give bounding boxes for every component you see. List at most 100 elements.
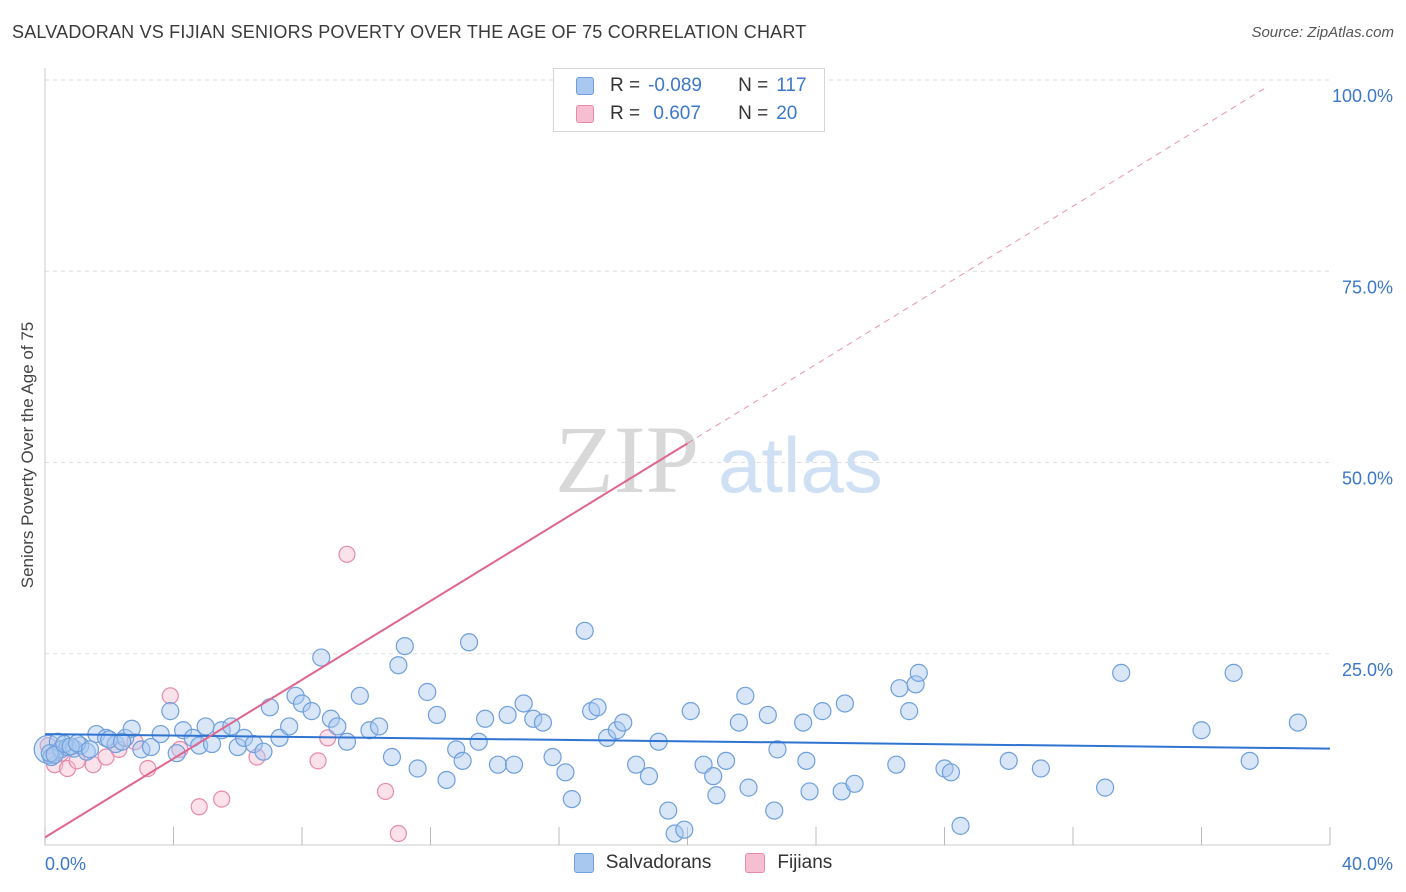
legend-r-label: R = <box>610 75 641 96</box>
salvadoran-point <box>469 732 488 751</box>
salvadoran-point <box>408 759 427 778</box>
salvadoran-point <box>302 702 321 721</box>
salvadoran-point <box>196 717 215 736</box>
salvadoran-point <box>794 713 813 732</box>
salvadoran-point <box>292 694 312 713</box>
fijian-point <box>213 790 231 808</box>
chart-title: SALVADORAN VS FIJIAN SENIORS POVERTY OVE… <box>12 22 807 42</box>
salvadoran-point <box>575 621 594 640</box>
salvadoran-point <box>533 713 553 732</box>
salvadoran-point <box>370 717 389 736</box>
salvadoran-point <box>1224 663 1243 682</box>
fijian-point <box>190 798 208 816</box>
y-tick-label: 100.0% <box>1332 86 1393 106</box>
salvadoran-point <box>1288 713 1307 732</box>
salvadoran-point <box>504 755 524 774</box>
salvadoran-point <box>80 740 100 759</box>
salvadoran-point <box>161 702 180 721</box>
legend-swatch-salvadorans <box>576 77 594 95</box>
salvadoran-point <box>427 705 447 725</box>
legend-row-fijians: R = 0.607 N = 20 <box>576 100 797 128</box>
salvadoran-point <box>800 782 819 801</box>
x-tick-label-max: 40.0% <box>1342 854 1393 874</box>
salvadoran-point <box>729 713 749 732</box>
salvadoran-point <box>418 682 437 702</box>
axes <box>44 68 1331 846</box>
bottom-legend-swatch-salvadorans <box>573 853 594 873</box>
trend-lines <box>44 87 1331 839</box>
salvadoran-point <box>382 747 402 767</box>
y-tick-label: 25.0% <box>1342 660 1393 680</box>
legend-r-value: 0.607 <box>648 103 701 124</box>
fijian-point <box>389 824 407 843</box>
salvadoran-point <box>845 774 864 793</box>
salvadoran-point <box>598 728 617 748</box>
salvadoran-point <box>174 721 193 740</box>
legend-r-value: -0.089 <box>648 75 702 96</box>
salvadoran-points <box>33 621 1307 843</box>
salvadoran-point <box>524 709 543 728</box>
salvadoran-point <box>716 751 736 770</box>
salvadoran-point <box>337 732 357 751</box>
salvadoran-point <box>588 698 607 717</box>
grid-lines <box>45 79 1330 655</box>
fijian-trend-extension <box>687 87 1267 444</box>
legend-n-label: N = <box>738 75 769 96</box>
salvadoran-point <box>498 705 517 725</box>
salvadoran-point <box>887 755 906 774</box>
salvadoran-point <box>704 767 723 786</box>
legend-swatch-fijians <box>576 105 594 123</box>
salvadoran-point <box>999 751 1018 770</box>
salvadoran-point <box>543 747 562 767</box>
salvadoran-point <box>437 770 456 790</box>
salvadoran-point <box>350 686 369 705</box>
salvadoran-point <box>675 820 694 839</box>
y-tick-label: 75.0% <box>1342 277 1393 297</box>
tick-labels: 100.0% 75.0% 50.0% 25.0% 0.0% 40.0% <box>45 86 1393 874</box>
salvadoran-point <box>141 737 161 757</box>
salvadoran-point <box>900 702 919 721</box>
fijian-trend-line <box>44 442 689 839</box>
salvadoran-point <box>1112 663 1131 682</box>
salvadoran-point <box>835 694 855 713</box>
salvadoran-point <box>813 702 832 721</box>
salvadoran-point <box>665 824 684 843</box>
salvadoran-point <box>707 786 726 805</box>
fijian-point <box>376 782 395 801</box>
fijian-point <box>97 748 115 766</box>
salvadoran-point <box>626 755 646 774</box>
watermark-zip: ZIP <box>555 406 699 513</box>
salvadoran-point <box>122 719 141 738</box>
salvadoran-point <box>167 744 186 763</box>
legend-n-value: 20 <box>776 103 798 124</box>
salvadoran-point <box>556 763 575 782</box>
bottom-legend: Salvadorans Fijians <box>0 852 1406 874</box>
salvadoran-point <box>151 724 170 744</box>
salvadoran-point <box>797 751 816 770</box>
watermark-atlas: atlas <box>718 421 883 509</box>
salvadoran-trend-line <box>44 733 1331 750</box>
salvadoran-point <box>659 801 678 820</box>
salvadoran-point <box>681 702 700 721</box>
salvadoran-point <box>360 721 379 740</box>
salvadoran-point <box>260 698 279 717</box>
source-label: Source: ZipAtlas.com <box>1251 24 1394 41</box>
salvadoran-point <box>909 663 928 682</box>
bottom-legend-fijians: Fijians <box>745 852 832 874</box>
salvadoran-point <box>328 717 347 736</box>
salvadoran-point <box>453 751 472 770</box>
salvadoran-point <box>395 636 414 656</box>
salvadoran-point <box>890 679 909 698</box>
legend-n-label: N = <box>738 103 769 124</box>
salvadoran-point <box>389 656 408 675</box>
fijian-point <box>309 752 327 770</box>
salvadoran-point <box>736 686 755 705</box>
salvadoran-point <box>562 789 581 809</box>
salvadoran-point <box>951 816 970 835</box>
salvadoran-point <box>459 633 479 652</box>
fijian-point <box>338 545 356 563</box>
salvadoran-point <box>1240 751 1259 770</box>
bottom-legend-salvadorans: Salvadorans <box>573 852 711 874</box>
salvadoran-point <box>1096 778 1115 797</box>
salvadoran-point <box>1031 759 1050 778</box>
